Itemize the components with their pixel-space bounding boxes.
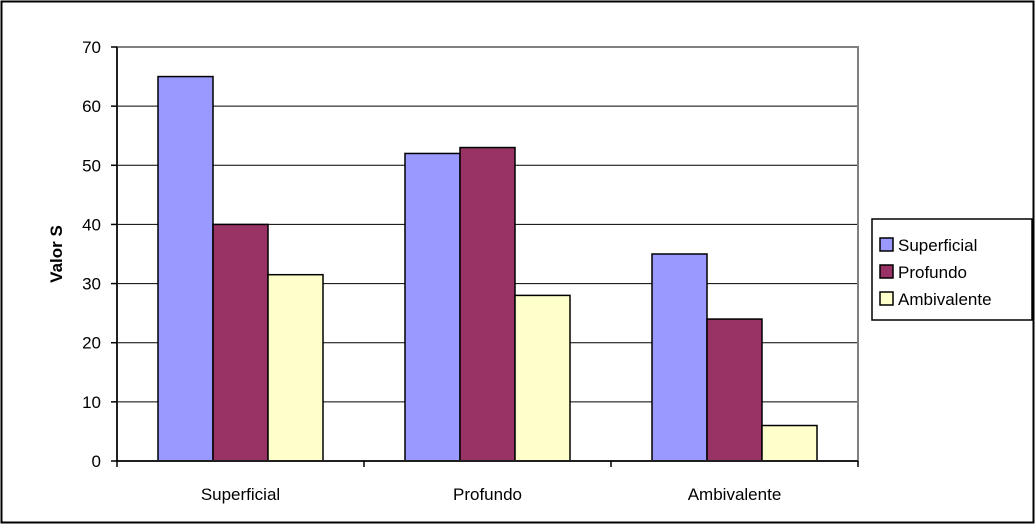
y-axis-title: Valor S (47, 225, 66, 283)
bar (267, 273, 324, 462)
x-tick-label: Ambivalente (688, 485, 782, 504)
bar (514, 294, 571, 462)
bar (651, 253, 708, 462)
y-tick-label: 20 (82, 334, 101, 353)
legend-swatch (879, 291, 894, 306)
y-tick-label: 30 (82, 275, 101, 294)
legend: Superficial Profundo Ambivalente (871, 218, 1033, 321)
y-axis-ticks: 0 10 20 30 40 50 60 70 (82, 38, 117, 471)
bar (404, 152, 461, 462)
legend-swatch (879, 237, 894, 252)
legend-swatch (879, 264, 894, 279)
bar (157, 75, 214, 462)
legend-label: Ambivalente (898, 290, 992, 309)
y-tick-label: 10 (82, 393, 101, 412)
x-tick-label: Profundo (453, 485, 522, 504)
bar (761, 424, 818, 462)
legend-label: Superficial (898, 236, 977, 255)
x-axis-ticks: Superficial Profundo Ambivalente (116, 461, 859, 504)
legend-box (871, 218, 1033, 321)
y-tick-label: 40 (82, 215, 101, 234)
y-tick-label: 70 (82, 38, 101, 57)
legend-label: Profundo (898, 263, 967, 282)
bar (706, 318, 763, 462)
bars (157, 75, 818, 462)
y-tick-label: 60 (82, 97, 101, 116)
y-tick-label: 0 (92, 452, 101, 471)
x-tick-label: Superficial (201, 485, 280, 504)
bar (212, 223, 269, 462)
bar (459, 146, 516, 462)
y-tick-label: 50 (82, 156, 101, 175)
